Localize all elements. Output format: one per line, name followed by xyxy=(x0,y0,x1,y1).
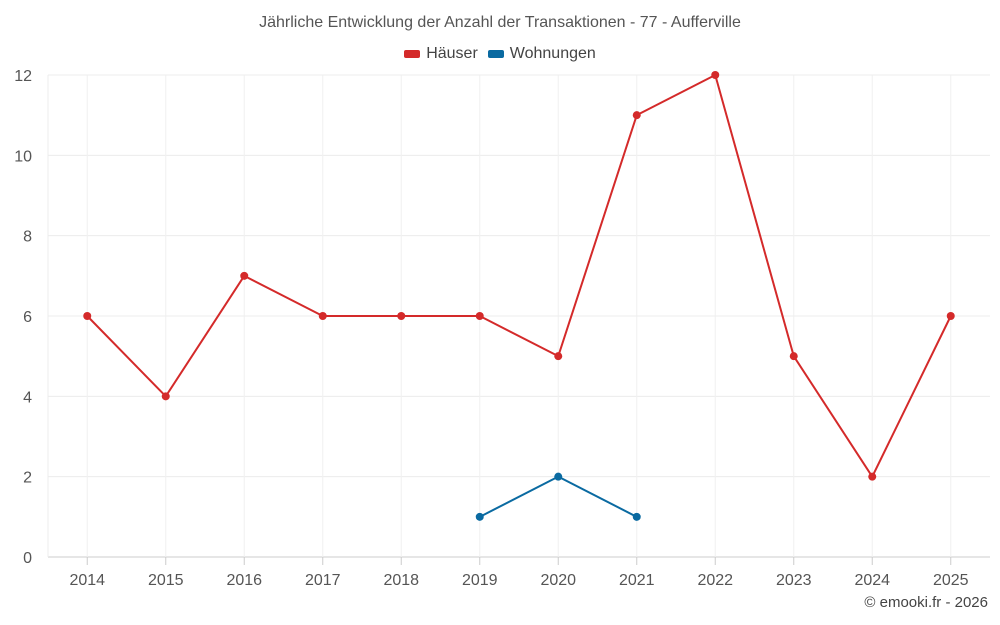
x-tick-label: 2014 xyxy=(69,572,105,589)
data-point-haeuser xyxy=(946,312,955,320)
x-tick-label: 2018 xyxy=(383,572,419,589)
y-tick-label: 4 xyxy=(23,389,32,406)
data-point-wohnungen xyxy=(632,512,641,521)
y-tick-label: 10 xyxy=(14,148,32,165)
y-tick-label: 6 xyxy=(23,309,32,326)
chart-title: Jährliche Entwicklung der Anzahl der Tra… xyxy=(259,14,741,31)
legend-swatch-wohnungen xyxy=(487,50,504,58)
x-tick-label: 2025 xyxy=(933,572,969,589)
series-line-haeuser xyxy=(86,74,952,478)
data-point-haeuser xyxy=(632,111,641,120)
credit-text: © emooki.fr - 2026 xyxy=(864,594,988,611)
x-tick-label: 2020 xyxy=(540,572,576,589)
data-point-haeuser xyxy=(161,392,170,401)
y-tick-label: 2 xyxy=(23,470,32,487)
data-point-wohnungen xyxy=(554,472,563,481)
data-point-haeuser xyxy=(868,472,877,481)
data-point-haeuser xyxy=(789,352,798,361)
x-tick-label: 2015 xyxy=(148,572,184,589)
data-point-haeuser xyxy=(397,312,406,320)
x-tick-label: 2022 xyxy=(697,572,733,589)
legend-swatch-haeuser xyxy=(404,50,421,58)
legend-label-haeuser: Häuser xyxy=(426,45,478,62)
x-tick-label: 2019 xyxy=(462,572,498,589)
x-tick-label: 2017 xyxy=(305,572,341,589)
data-point-haeuser xyxy=(318,312,327,320)
y-tick-label: 0 xyxy=(23,550,32,567)
x-tick-label: 2024 xyxy=(854,572,890,589)
legend: Häuser Wohnungen xyxy=(0,45,1000,63)
y-tick-label: 8 xyxy=(23,229,32,246)
legend-item-haeuser[interactable]: Häuser xyxy=(404,45,478,63)
x-tick-label: 2023 xyxy=(776,572,812,589)
data-point-wohnungen xyxy=(475,512,484,521)
y-tick-label: 12 xyxy=(14,68,32,85)
data-point-haeuser xyxy=(554,352,563,361)
data-point-haeuser xyxy=(475,312,484,320)
data-point-haeuser xyxy=(240,271,249,280)
x-tick-label: 2021 xyxy=(619,572,655,589)
x-tick-label: 2016 xyxy=(226,572,262,589)
legend-label-wohnungen: Wohnungen xyxy=(509,45,596,62)
data-point-haeuser xyxy=(83,312,92,320)
data-point-haeuser xyxy=(711,71,720,79)
legend-item-wohnungen[interactable]: Wohnungen xyxy=(487,45,596,63)
